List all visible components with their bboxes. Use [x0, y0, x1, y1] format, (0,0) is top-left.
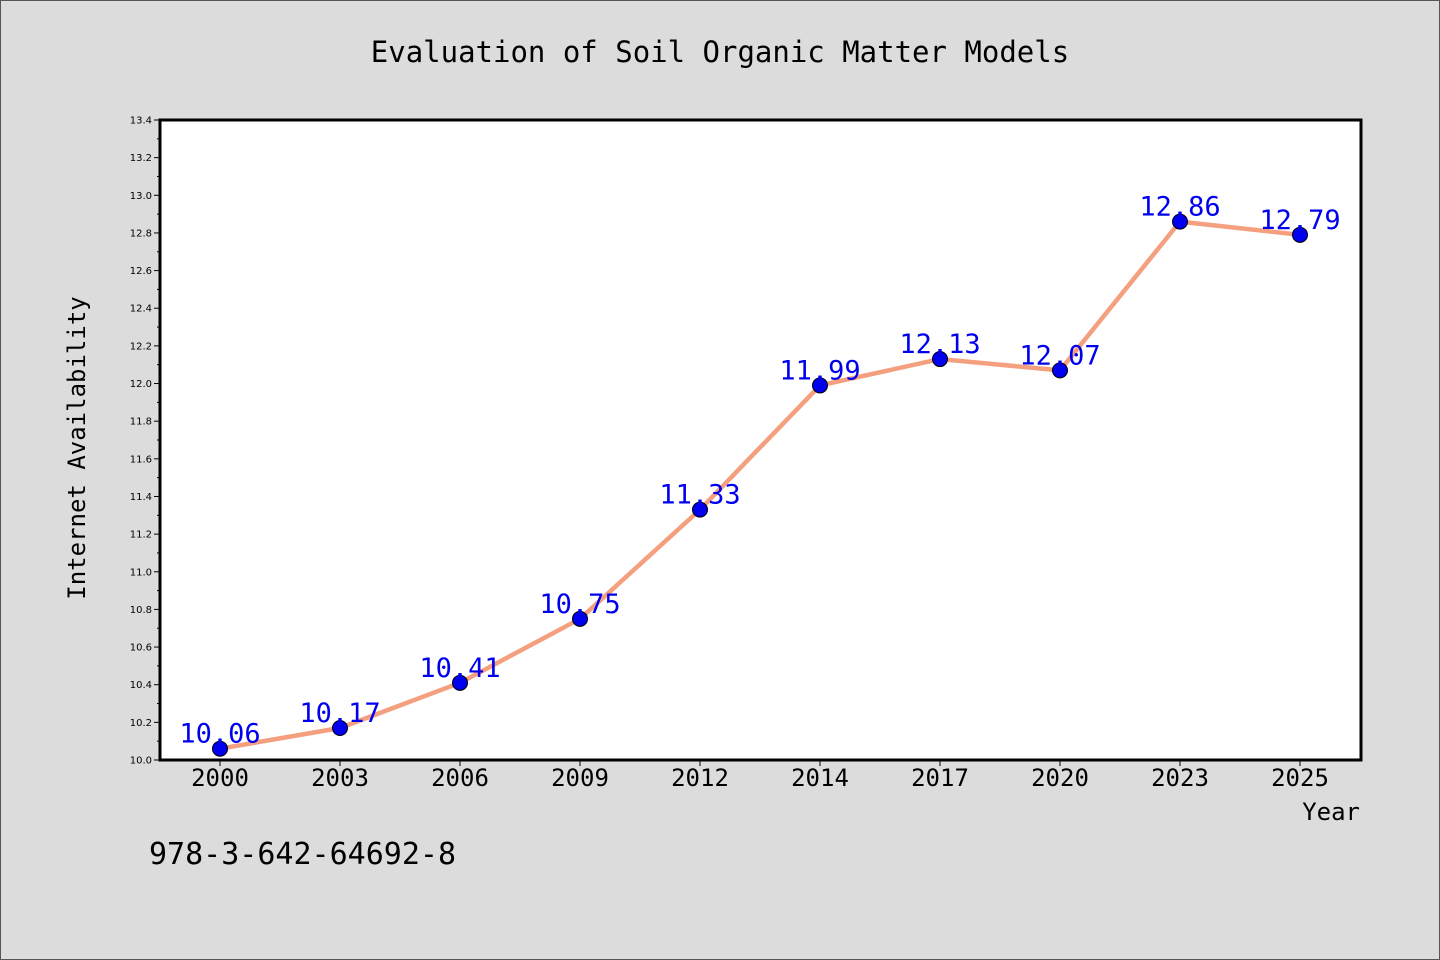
- y-tick-label: 10.8: [130, 605, 152, 616]
- y-tick-label: 13.0: [130, 191, 152, 202]
- chart-title: Evaluation of Soil Organic Matter Models: [371, 35, 1069, 69]
- data-label: 10.75: [539, 589, 620, 620]
- x-tick-label: 2020: [1031, 764, 1089, 792]
- y-tick-label: 13.4: [130, 116, 152, 127]
- data-point: [572, 610, 588, 627]
- y-tick-label: 13.2: [130, 153, 152, 164]
- y-tick-label: 12.4: [130, 304, 152, 315]
- y-tick-label: 12.0: [130, 379, 152, 390]
- data-label: 10.17: [299, 698, 380, 729]
- data-label: 11.99: [779, 355, 860, 386]
- x-tick-label: 2025: [1271, 764, 1329, 792]
- isbn-annotation: 978-3-642-64692-8: [149, 837, 456, 872]
- x-axis: 2000 2003 2006 2009 2012 2014 2017 2020 2023 2025: [191, 760, 1329, 792]
- y-tick-label: 11.0: [130, 567, 152, 578]
- x-tick-label: 2006: [431, 764, 489, 792]
- data-label: 10.41: [419, 653, 500, 684]
- y-axis: 10.0 10.2 10.4 10.6 10.8 11.0 11.2 11.4 11.6 11.8…: [130, 116, 160, 767]
- y-tick-label: 10.0: [130, 756, 152, 767]
- x-tick-label: 2014: [791, 764, 849, 792]
- data-point: [932, 351, 948, 368]
- data-point: [332, 720, 348, 736]
- data-label: 11.33: [659, 480, 740, 511]
- data-point: [452, 674, 468, 691]
- x-tick-label: 2009: [551, 764, 609, 792]
- y-tick-label: 10.2: [130, 718, 152, 729]
- data-label: 12.07: [1019, 340, 1100, 371]
- y-tick-label: 11.2: [130, 530, 152, 541]
- x-tick-label: 2012: [671, 764, 729, 792]
- y-tick-label: 12.8: [130, 228, 152, 239]
- series-line: [217, 219, 1303, 751]
- x-tick-label: 2000: [191, 764, 249, 792]
- data-point: [212, 740, 228, 757]
- data-point: [692, 501, 708, 518]
- data-point: [1052, 362, 1068, 379]
- x-tick-label: 2023: [1151, 764, 1209, 792]
- x-tick-label: 2003: [311, 764, 369, 792]
- y-tick-label: 11.4: [130, 492, 152, 503]
- y-tick-label: 12.2: [130, 341, 152, 352]
- data-label: 10.06: [179, 719, 260, 750]
- y-tick-label: 10.6: [130, 643, 152, 654]
- series-layer: 10.06 10.17 10.41 10.75 11.33 11.99 12.13 12.07…: [179, 192, 1341, 757]
- y-tick-label: 11.6: [130, 454, 152, 465]
- y-tick-label: 11.8: [130, 417, 152, 428]
- y-tick-label: 10.4: [130, 680, 152, 691]
- data-label: 12.79: [1259, 205, 1340, 236]
- data-label: 12.86: [1139, 192, 1220, 223]
- data-label: 12.13: [899, 329, 980, 360]
- y-tick-label: 12.6: [130, 266, 152, 277]
- data-point: [1172, 213, 1188, 230]
- data-point: [1292, 226, 1308, 243]
- x-axis-label: Year: [1302, 798, 1360, 826]
- y-axis-label: Internet Availability: [63, 296, 91, 599]
- plot-area: [158, 118, 1363, 762]
- x-tick-label: 2017: [911, 764, 969, 792]
- data-point: [812, 377, 828, 394]
